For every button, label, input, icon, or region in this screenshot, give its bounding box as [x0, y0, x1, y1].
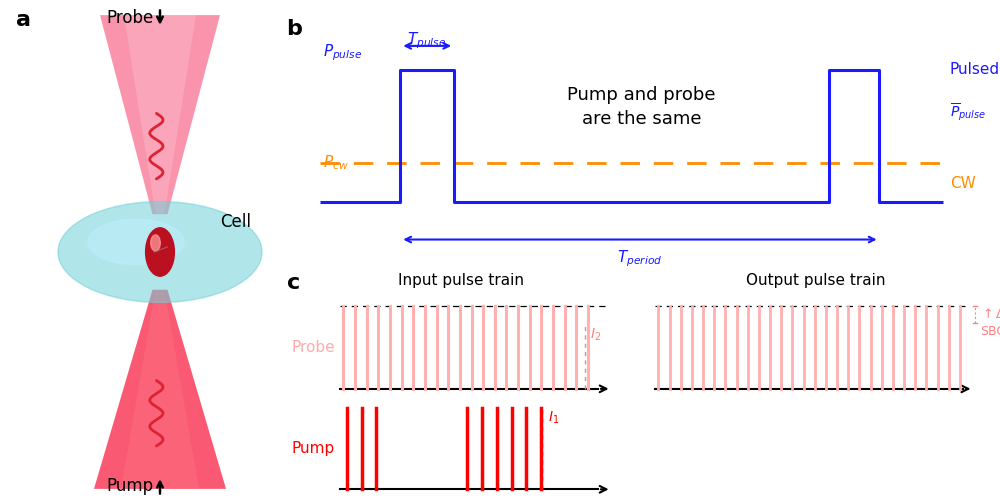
- Polygon shape: [124, 15, 196, 214]
- Text: Pump and probe
are the same: Pump and probe are the same: [567, 86, 716, 128]
- Text: c: c: [287, 273, 300, 293]
- Text: SBG: SBG: [980, 325, 1000, 338]
- Circle shape: [151, 235, 160, 251]
- Text: Cell: Cell: [220, 213, 251, 231]
- Text: Pump: Pump: [291, 441, 335, 456]
- Polygon shape: [94, 290, 226, 489]
- Text: Output pulse train: Output pulse train: [746, 273, 886, 288]
- Text: CW: CW: [950, 176, 976, 191]
- Polygon shape: [121, 290, 199, 489]
- Text: $P_{pulse}$: $P_{pulse}$: [323, 42, 363, 63]
- Text: Probe: Probe: [291, 340, 335, 355]
- Text: Pump: Pump: [106, 477, 153, 495]
- Polygon shape: [100, 15, 220, 214]
- Ellipse shape: [58, 202, 262, 302]
- Text: a: a: [16, 10, 31, 30]
- Text: $T_{pulse}$: $T_{pulse}$: [407, 30, 447, 50]
- Text: b: b: [287, 19, 302, 39]
- Text: Pulsed: Pulsed: [950, 62, 1000, 77]
- Text: Input pulse train: Input pulse train: [398, 273, 524, 288]
- Text: $I_1$: $I_1$: [548, 410, 559, 426]
- Text: $T_{period}$: $T_{period}$: [617, 249, 663, 270]
- Ellipse shape: [88, 219, 184, 265]
- Text: $P_{cw}$: $P_{cw}$: [323, 153, 349, 172]
- Text: $\uparrow\Delta I_2$: $\uparrow\Delta I_2$: [980, 306, 1000, 323]
- Text: $\overline{P}_{pulse}$: $\overline{P}_{pulse}$: [950, 101, 986, 123]
- Text: Probe: Probe: [106, 9, 153, 27]
- Circle shape: [146, 228, 174, 276]
- Text: $I_2$: $I_2$: [590, 327, 601, 343]
